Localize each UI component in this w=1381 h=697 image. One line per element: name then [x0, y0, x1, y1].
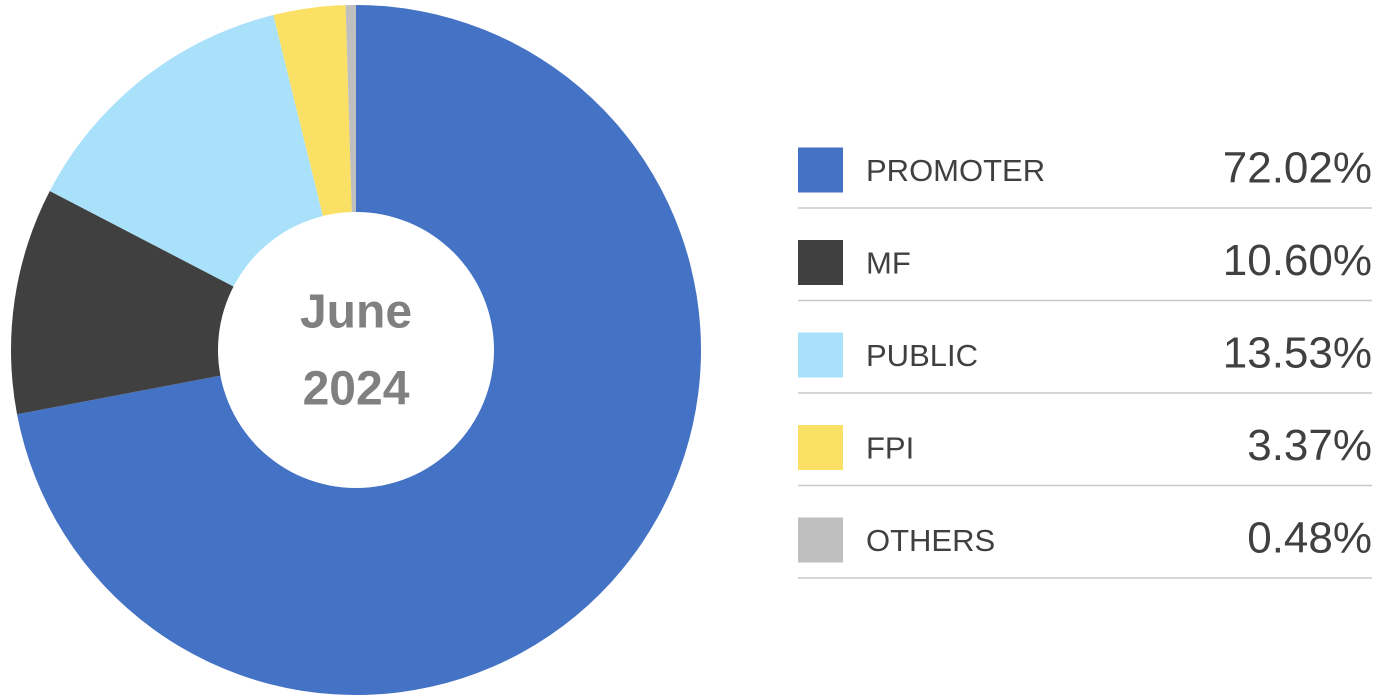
- legend-swatch: [798, 332, 843, 378]
- legend-swatch: [798, 517, 843, 563]
- legend-label: OTHERS: [866, 523, 995, 558]
- legend-label: FPI: [866, 431, 914, 466]
- legend: PROMOTER 72.02% MF 10.60% PUBLIC 13.53% FPI 3.3…: [798, 144, 1372, 579]
- legend-label: PUBLIC: [866, 338, 978, 373]
- legend-value: 72.02%: [1223, 144, 1372, 193]
- donut-hole: [218, 212, 494, 488]
- legend-value: 3.37%: [1247, 421, 1372, 470]
- legend-value: 13.53%: [1223, 329, 1372, 378]
- legend-label: PROMOTER: [866, 153, 1045, 188]
- legend-swatch: [798, 425, 843, 470]
- center-title: 2024: [303, 363, 410, 416]
- legend-value: 0.48%: [1247, 514, 1372, 563]
- legend-value: 10.60%: [1223, 236, 1372, 285]
- center-title: June: [300, 286, 412, 339]
- legend-label: MF: [866, 246, 911, 281]
- legend-swatch: [798, 240, 843, 285]
- legend-swatch: [798, 147, 843, 193]
